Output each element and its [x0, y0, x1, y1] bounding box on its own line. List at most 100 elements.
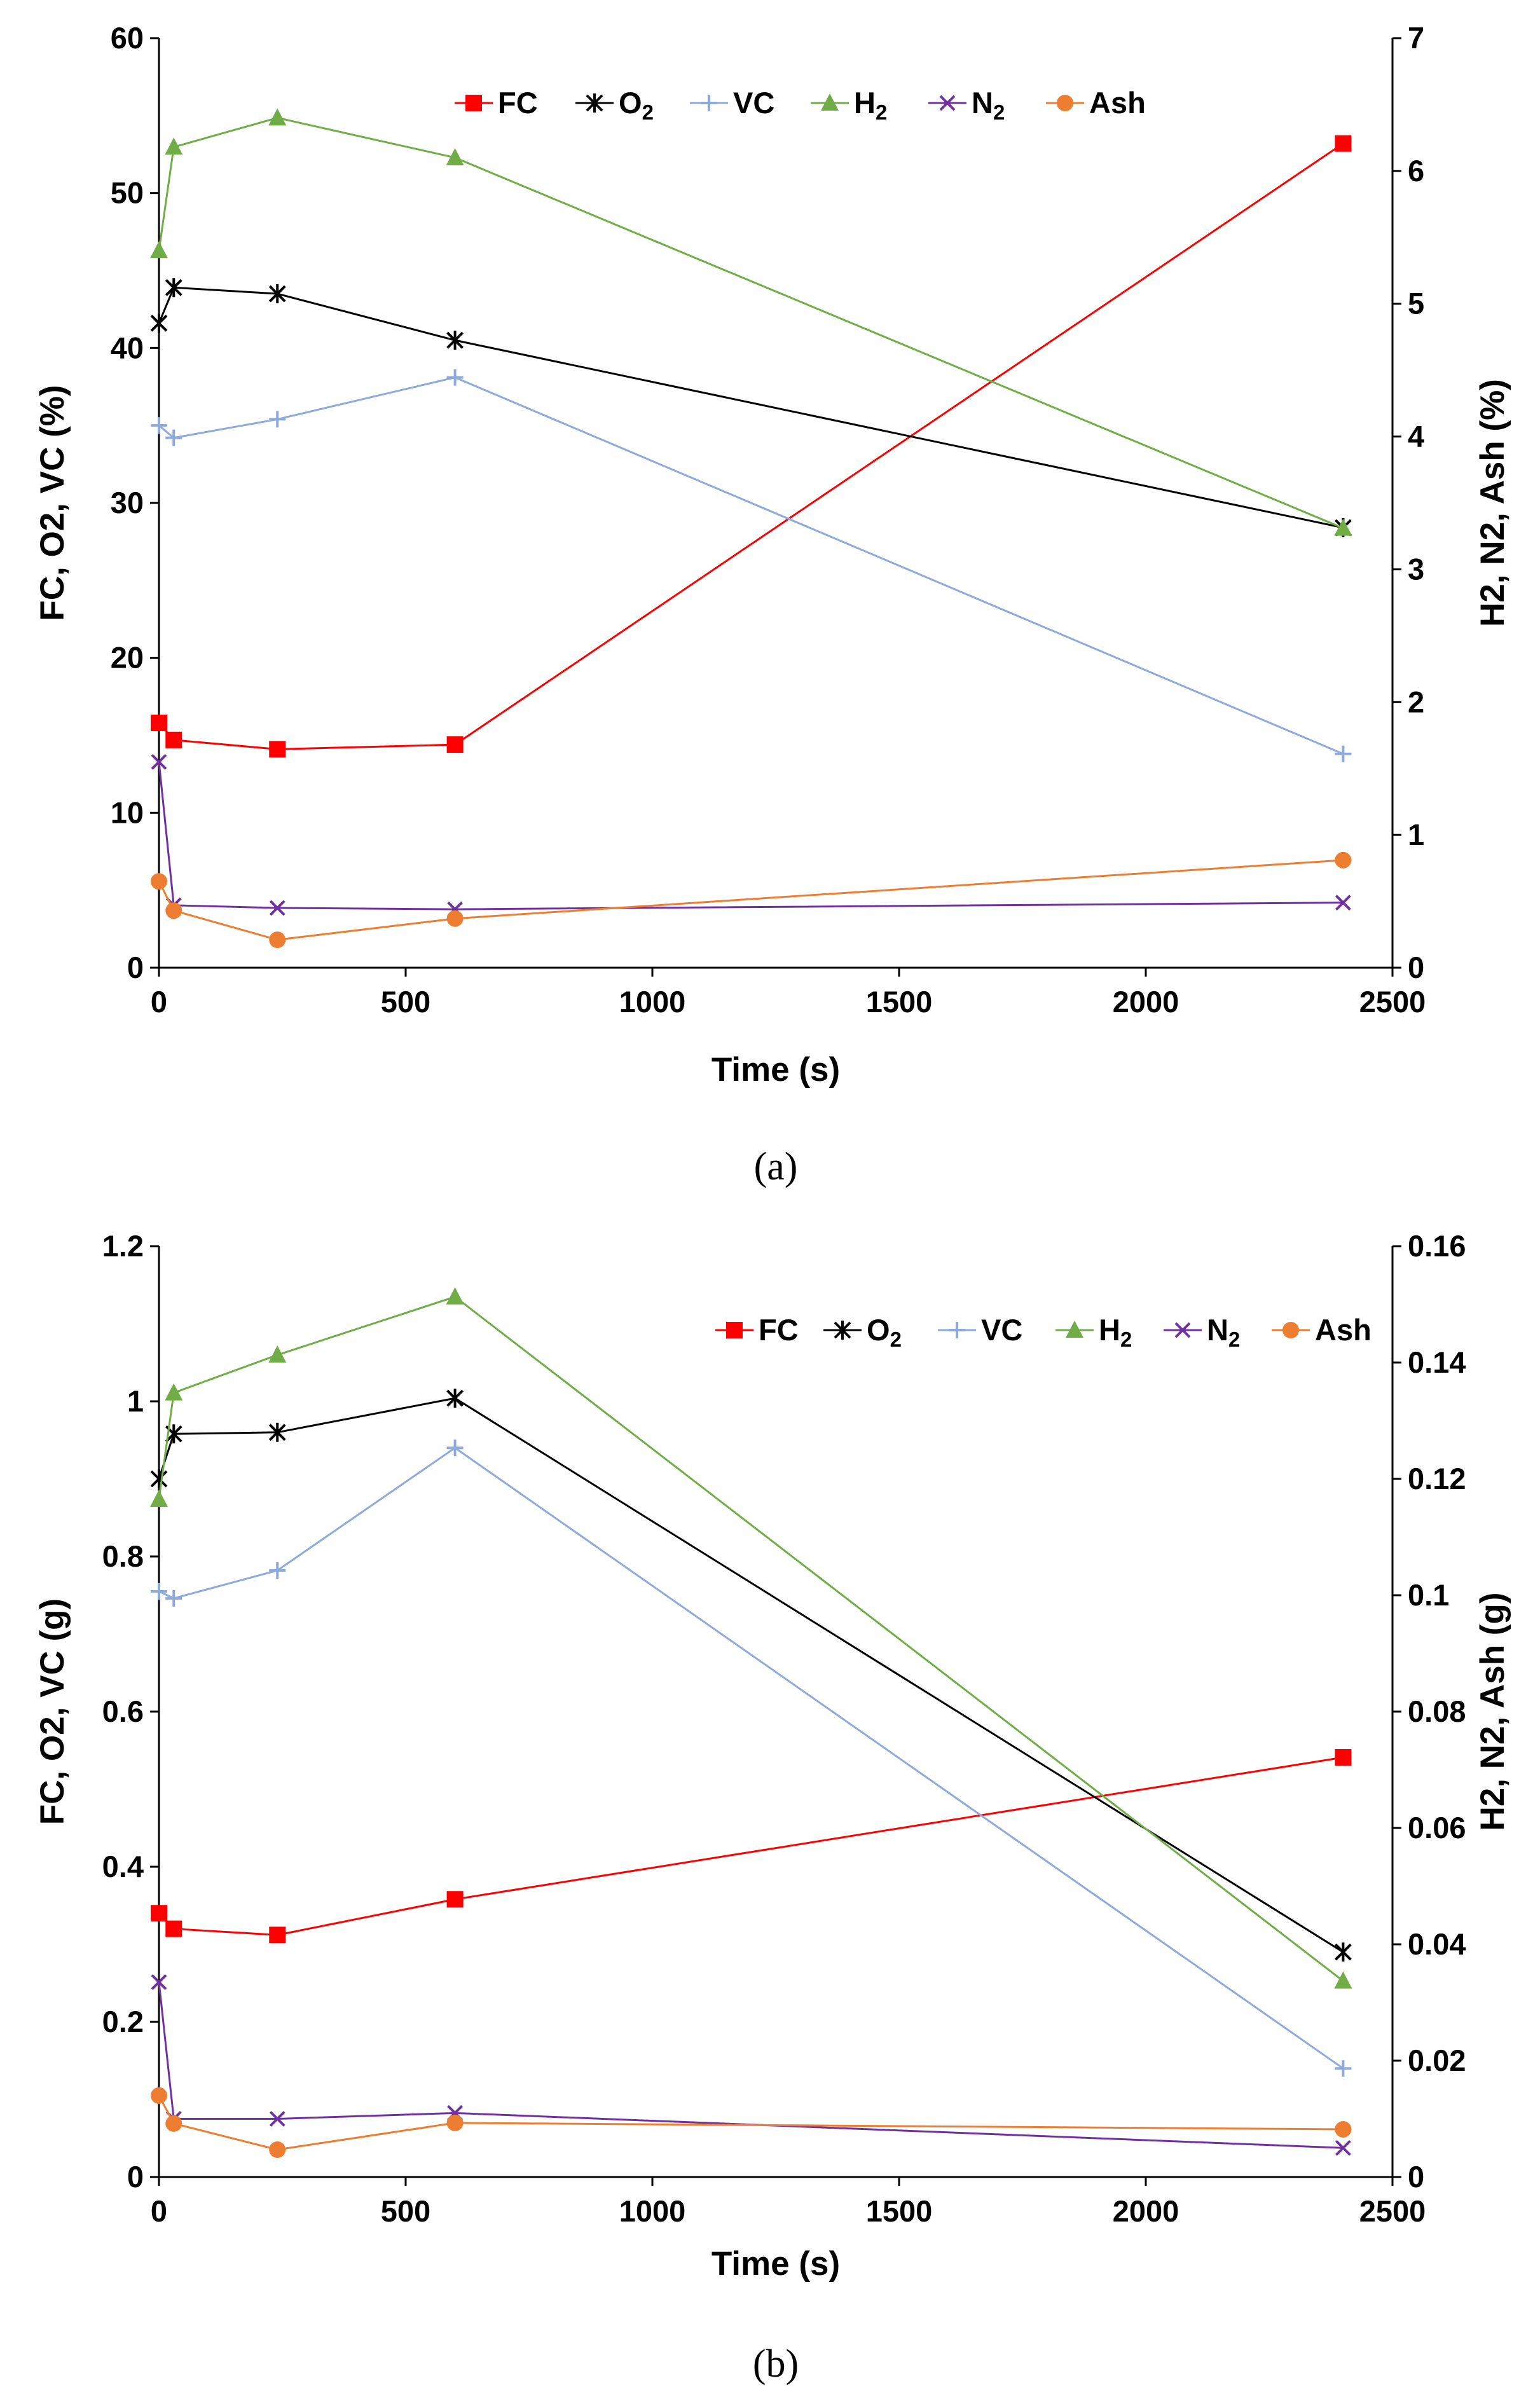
data-point-H2	[1334, 1971, 1352, 1989]
y2-tick-label: 3	[1408, 552, 1424, 586]
legend-label-main: VC	[733, 86, 774, 120]
data-point-O2	[268, 1422, 286, 1442]
y-tick-label: 10	[111, 795, 144, 829]
data-point-H2	[165, 137, 183, 155]
data-point-FC	[269, 741, 286, 758]
series-line-O2	[158, 286, 1344, 529]
series-line-H2	[158, 116, 1344, 530]
y-tick-label: 1.2	[102, 1229, 144, 1263]
series-Ash	[151, 851, 1352, 949]
x-tick-label: 2000	[1113, 985, 1179, 1019]
legend-label-subscript: 2	[642, 100, 654, 124]
series-FC	[151, 135, 1352, 758]
series-line-FC	[158, 142, 1344, 750]
legend-label-main: Ash	[1315, 1313, 1372, 1347]
data-point-N2	[1335, 2140, 1351, 2156]
data-point-O2	[150, 313, 168, 333]
data-point-VC	[165, 429, 182, 446]
y-tick-label: 0.6	[102, 1694, 144, 1728]
data-point-H2	[150, 241, 168, 259]
y2-tick-label: 0.04	[1408, 1927, 1466, 1961]
y-tick-label: 30	[111, 486, 144, 519]
legend-label-main: N	[1207, 1313, 1228, 1347]
y2-tick-label: 1	[1408, 818, 1424, 851]
y2-tick-label: 4	[1408, 420, 1424, 453]
data-point-VC	[446, 369, 464, 386]
legend-label: O2	[619, 86, 654, 124]
y-axis-label: FC, O2, VC (g)	[34, 1598, 71, 1825]
data-point-Ash	[151, 873, 167, 890]
series-VC	[151, 1439, 1352, 2077]
series-line-O2	[158, 1397, 1344, 1953]
legend-label-main: Ash	[1089, 86, 1146, 120]
data-point-O2	[1334, 1942, 1352, 1962]
x-tick-label: 1500	[866, 985, 933, 1019]
data-point-Ash	[269, 931, 286, 949]
legend-item-VC: VC	[938, 1313, 1022, 1347]
data-point-N2	[151, 1974, 167, 1990]
legend-item-VC: VC	[690, 86, 774, 120]
data-point-O2	[268, 284, 286, 304]
y-axis-label: FC, O2, VC (%)	[34, 385, 71, 621]
data-point-H2	[446, 148, 464, 165]
legend-item-N2: N2	[928, 86, 1005, 124]
chart-panel-b: 0 0.2 0.4 0.6 0.8 1 1.2 0 0.02 0.04 0.06 0.08 0.1 0.1…	[34, 1229, 1511, 2386]
y2-tick-label: 2	[1408, 685, 1424, 718]
y2-tick-label: 0.14	[1408, 1345, 1466, 1379]
legend-item-N2: N2	[1164, 1313, 1240, 1351]
x-tick-label: 500	[381, 985, 430, 1019]
series-line-N2	[158, 762, 1344, 910]
data-point-H2	[268, 108, 287, 126]
chart-panel-a: 0 10 20 30 40 50 60 0 1 2 3 4 5 6 7 0 500 1000 1500 2000 250…	[34, 21, 1511, 1188]
y-tick-label: 20	[111, 641, 144, 675]
legend-marker-O2	[586, 93, 603, 113]
y-tick-label: 0.2	[102, 2005, 144, 2038]
y2-tick-label: 0.06	[1408, 1811, 1466, 1844]
y-tick-label: 0	[127, 951, 144, 984]
legend-label-main: H	[1099, 1313, 1120, 1347]
data-point-O2	[446, 331, 464, 350]
legend-label-main: VC	[981, 1313, 1022, 1347]
data-point-N2	[151, 753, 167, 770]
data-point-FC	[269, 1927, 286, 1944]
legend-label-subscript: 2	[1228, 1328, 1240, 1351]
legend-label-main: H	[854, 86, 876, 120]
data-point-Ash	[1335, 2120, 1352, 2138]
series-N2	[151, 753, 1351, 917]
x-tick-label: 1000	[619, 985, 686, 1019]
y2-tick-label: 0	[1408, 2160, 1424, 2194]
x-tick-label: 1000	[619, 2194, 686, 2228]
data-point-FC	[151, 715, 167, 732]
panel-caption: (b)	[753, 2342, 799, 2386]
legend-item-H2: H2	[1055, 1313, 1132, 1351]
data-point-Ash	[151, 2087, 167, 2104]
data-point-VC	[1335, 745, 1352, 762]
series-H2	[150, 1287, 1352, 1989]
data-point-N2	[1335, 895, 1351, 911]
legend-item-O2: O2	[575, 86, 654, 124]
y2-tick-label: 6	[1408, 154, 1424, 188]
y2-tick-label: 5	[1408, 287, 1424, 320]
legend-item-FC: FC	[715, 1313, 799, 1347]
legend: FC O2 VC H 2 N2 Ash	[455, 86, 1146, 124]
legend-marker-N2	[939, 95, 956, 111]
data-point-H2	[1334, 518, 1352, 536]
y2-axis-label: H2, N2, Ash (g)	[1474, 1593, 1511, 1831]
y-tick-label: 0.4	[102, 1850, 144, 1883]
data-point-FC	[165, 1920, 182, 1937]
data-point-VC	[269, 411, 286, 428]
data-point-O2	[446, 1389, 464, 1408]
legend-label: N2	[972, 86, 1005, 124]
legend-label: VC	[733, 86, 774, 120]
data-point-N2	[269, 2111, 285, 2127]
legend-marker-FC	[726, 1322, 743, 1338]
legend-label: FC	[498, 86, 538, 120]
y2-tick-label: 0.16	[1408, 1229, 1466, 1263]
legend-marker-Ash	[1282, 1322, 1299, 1338]
y2-tick-label: 0	[1408, 951, 1424, 984]
data-point-VC	[1335, 2060, 1352, 2077]
data-point-Ash	[269, 2141, 286, 2158]
series-O2	[150, 1389, 1352, 1962]
legend-item-O2: O2	[823, 1313, 902, 1351]
